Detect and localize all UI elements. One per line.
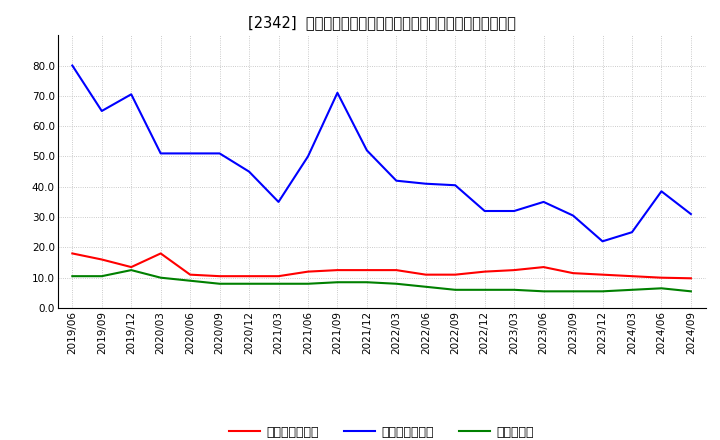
買入債務回転率 <box>687 211 696 216</box>
売上債権回転率 <box>569 271 577 276</box>
在庫回転率 <box>687 289 696 294</box>
売上債権回転率 <box>598 272 607 277</box>
売上債権回転率 <box>657 275 666 280</box>
買入債務回転率 <box>569 213 577 218</box>
売上債権回転率 <box>687 275 696 281</box>
買入債務回転率 <box>274 199 283 205</box>
買入債務回転率 <box>156 151 165 156</box>
売上債権回転率 <box>97 257 106 262</box>
売上債権回転率 <box>628 274 636 279</box>
在庫回転率 <box>274 281 283 286</box>
売上債権回転率 <box>539 264 548 270</box>
在庫回転率 <box>598 289 607 294</box>
買入債務回転率 <box>539 199 548 205</box>
Line: 在庫回転率: 在庫回転率 <box>72 270 691 291</box>
買入債務回転率 <box>392 178 400 183</box>
在庫回転率 <box>127 268 135 273</box>
売上債権回転率 <box>304 269 312 274</box>
売上債権回転率 <box>392 268 400 273</box>
買入債務回転率 <box>97 108 106 114</box>
在庫回転率 <box>186 278 194 283</box>
売上債権回転率 <box>186 272 194 277</box>
買入債務回転率 <box>480 209 489 214</box>
在庫回転率 <box>363 279 372 285</box>
買入債務回転率 <box>598 238 607 244</box>
売上債権回転率 <box>68 251 76 256</box>
売上債権回転率 <box>510 268 518 273</box>
買入債務回転率 <box>68 63 76 68</box>
在庫回転率 <box>657 286 666 291</box>
売上債権回転率 <box>156 251 165 256</box>
売上債権回転率 <box>127 264 135 270</box>
買入債務回転率 <box>510 209 518 214</box>
売上債権回転率 <box>215 274 224 279</box>
在庫回転率 <box>156 275 165 280</box>
在庫回転率 <box>569 289 577 294</box>
買入債務回転率 <box>215 151 224 156</box>
Line: 買入債務回転率: 買入債務回転率 <box>72 66 691 241</box>
Title: [2342]  売上債権回転率、買入債務回転率、在庫回転率の推移: [2342] 売上債権回転率、買入債務回転率、在庫回転率の推移 <box>248 15 516 30</box>
売上債権回転率 <box>480 269 489 274</box>
売上債権回転率 <box>451 272 459 277</box>
在庫回転率 <box>480 287 489 293</box>
買入債務回転率 <box>304 154 312 159</box>
Legend: 売上債権回転率, 買入債務回転率, 在庫回転率: 売上債権回転率, 買入債務回転率, 在庫回転率 <box>224 421 539 440</box>
売上債権回転率 <box>274 274 283 279</box>
在庫回転率 <box>539 289 548 294</box>
買入債務回転率 <box>363 148 372 153</box>
買入債務回転率 <box>421 181 430 187</box>
在庫回転率 <box>215 281 224 286</box>
在庫回転率 <box>421 284 430 290</box>
在庫回転率 <box>510 287 518 293</box>
売上債権回転率 <box>421 272 430 277</box>
売上債権回転率 <box>363 268 372 273</box>
在庫回転率 <box>304 281 312 286</box>
買入債務回転率 <box>333 90 342 95</box>
在庫回転率 <box>333 279 342 285</box>
在庫回転率 <box>451 287 459 293</box>
買入債務回転率 <box>186 151 194 156</box>
買入債務回転率 <box>127 92 135 97</box>
買入債務回転率 <box>245 169 253 174</box>
売上債権回転率 <box>333 268 342 273</box>
在庫回転率 <box>97 274 106 279</box>
在庫回転率 <box>245 281 253 286</box>
買入債務回転率 <box>657 189 666 194</box>
在庫回転率 <box>68 274 76 279</box>
買入債務回転率 <box>451 183 459 188</box>
買入債務回転率 <box>628 230 636 235</box>
在庫回転率 <box>628 287 636 293</box>
Line: 売上債権回転率: 売上債権回転率 <box>72 253 691 278</box>
在庫回転率 <box>392 281 400 286</box>
売上債権回転率 <box>245 274 253 279</box>
